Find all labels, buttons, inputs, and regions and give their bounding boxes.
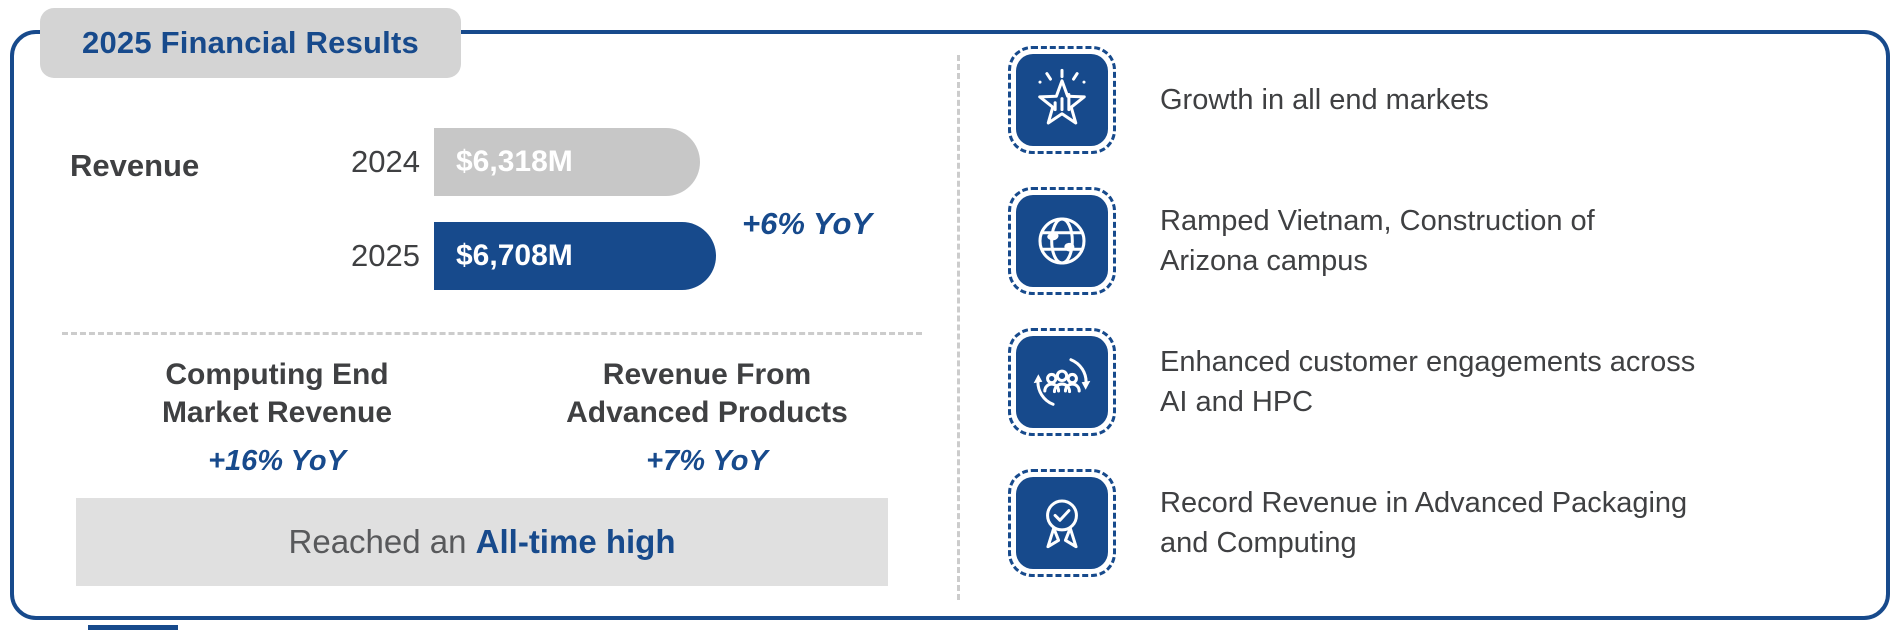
award-ribbon-icon [1008,469,1116,577]
people-cycle-icon [1008,328,1116,436]
revenue-bar-2024: $6,318M [434,128,700,196]
metric-title: Revenue From Advanced Products [566,358,848,430]
award-ribbon-icon-tile [1016,477,1108,569]
metric-advanced-products: Revenue From Advanced Products +7% YoY [492,356,922,478]
year-label-2024: 2024 [351,144,420,179]
revenue-yoy-annotation: +6% YoY [742,206,873,241]
metric-title: Computing End Market Revenue [161,358,393,430]
growth-star-icon-tile [1016,54,1108,146]
vertical-divider [957,55,960,600]
globe-icon [1008,187,1116,295]
revenue-row-2024: 2024 $6,318M [280,128,700,196]
year-label-2025: 2025 [351,238,420,273]
banner-prefix-text: Reached an [288,523,476,560]
revenue-chart-label: Revenue [70,148,200,183]
globe-icon-tile [1016,195,1108,287]
banner-highlight-text: All-time high [475,523,676,560]
bar-value-label-2024: $6,318M [456,145,573,178]
people-cycle-icon-tile [1016,336,1108,428]
metric-yoy: +16% YoY [208,444,346,477]
highlight-row-record: Record Revenue in Advanced Packaging and… [1008,469,1695,577]
horizontal-divider [62,332,922,335]
growth-star-icon [1008,46,1116,154]
highlight-text: Ramped Vietnam, Construction of Arizona … [1160,204,1595,277]
decorative-line [88,625,178,630]
bar-value-label-2025: $6,708M [456,239,573,272]
metric-yoy: +7% YoY [646,444,768,477]
revenue-bar-2025: $6,708M [434,222,716,290]
highlight-row-growth: Growth in all end markets [1008,46,1695,154]
highlight-text: Record Revenue in Advanced Packaging and… [1160,486,1688,559]
highlight-row-customers: Enhanced customer engagements across AI … [1008,328,1695,436]
metrics-section: Computing End Market Revenue +16% YoY Re… [62,356,922,478]
highlight-text: Enhanced customer engagements across AI … [1160,345,1696,418]
metric-computing: Computing End Market Revenue +16% YoY [62,356,492,478]
revenue-row-2025: 2025 $6,708M [280,222,716,290]
highlight-row-global: Ramped Vietnam, Construction of Arizona … [1008,187,1695,295]
highlights-list: Growth in all end markets Ramped Vietnam… [1008,46,1695,577]
alltime-high-banner: Reached an All-time high [76,498,888,586]
page-title: 2025 Financial Results [40,8,461,78]
highlight-text: Growth in all end markets [1160,83,1489,116]
